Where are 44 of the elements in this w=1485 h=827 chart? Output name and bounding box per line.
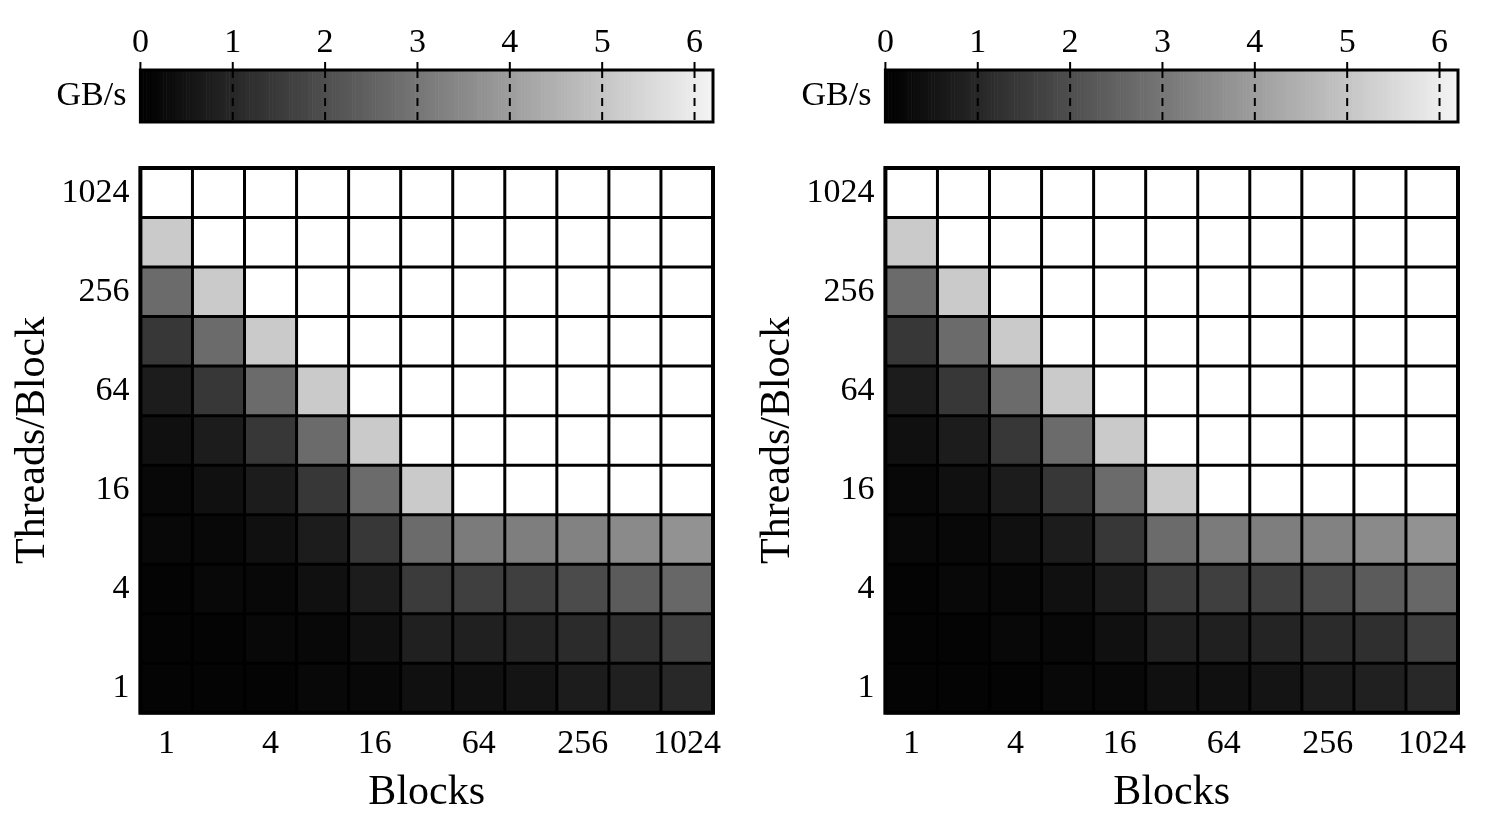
y-tick-label: 1024 — [61, 171, 130, 209]
y-tick-label: 1 — [857, 666, 875, 704]
y-tick-label: 1 — [112, 666, 130, 704]
color-bar-label: 0 — [876, 21, 894, 59]
y-tick-label: 16 — [95, 468, 130, 506]
y-tick-label: 64 — [95, 369, 130, 407]
y-tick-label: 16 — [840, 468, 875, 506]
x-tick-label: 1024 — [1397, 723, 1466, 761]
color-bar-label: 5 — [1338, 21, 1356, 59]
color-bar-label: 4 — [501, 21, 519, 59]
x-tick-label: 16 — [357, 723, 392, 761]
color-bar-label: 6 — [686, 21, 704, 59]
color-bar-label: 6 — [1431, 21, 1449, 59]
color-bar-label: 3 — [1153, 21, 1171, 59]
x-tick-label: 4 — [262, 723, 280, 761]
color-bar-label: 4 — [1246, 21, 1264, 59]
x-tick-label: 4 — [1007, 723, 1025, 761]
color-bar-label: 2 — [1061, 21, 1079, 59]
x-tick-label: 1024 — [652, 723, 721, 761]
x-tick-label: 256 — [557, 723, 609, 761]
y-tick-label: 4 — [112, 567, 130, 605]
color-bar-label: 3 — [408, 21, 426, 59]
color-bar-label: 0 — [131, 21, 149, 59]
x-tick-label: 1 — [902, 723, 920, 761]
color-bar-title: GB/s — [56, 74, 127, 112]
y-tick-label: 256 — [78, 270, 130, 308]
color-bar-label: 2 — [316, 21, 334, 59]
x-axis-title: Blocks — [1113, 766, 1231, 813]
x-tick-label: 1 — [157, 723, 175, 761]
x-tick-label: 64 — [461, 723, 496, 761]
y-axis-title: Threads/Block — [7, 316, 54, 565]
x-tick-label: 16 — [1102, 723, 1137, 761]
y-tick-label: 64 — [840, 369, 875, 407]
x-tick-label: 256 — [1302, 723, 1354, 761]
x-tick-label: 64 — [1206, 723, 1241, 761]
y-tick-label: 4 — [857, 567, 875, 605]
color-bar-title: GB/s — [801, 74, 872, 112]
y-tick-label: 256 — [823, 270, 875, 308]
y-axis-title: Threads/Block — [752, 316, 799, 565]
x-axis-title: Blocks — [368, 766, 486, 813]
color-bar-label: 5 — [593, 21, 611, 59]
y-tick-label: 1024 — [806, 171, 875, 209]
color-bar-label: 1 — [224, 21, 242, 59]
color-bar-label: 1 — [969, 21, 987, 59]
